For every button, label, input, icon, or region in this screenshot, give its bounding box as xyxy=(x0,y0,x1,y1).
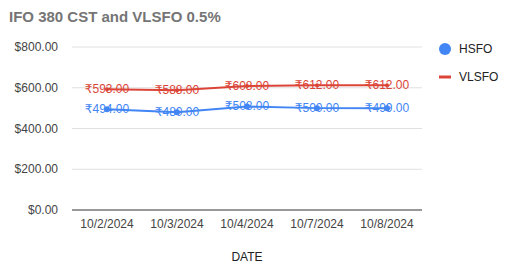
grid-line xyxy=(72,47,422,48)
data-label: ₹612.00 xyxy=(365,78,410,92)
data-label: ₹593.00 xyxy=(85,82,130,96)
x-tick-label: 10/4/2024 xyxy=(220,217,274,231)
x-axis-label: DATE xyxy=(231,250,262,264)
data-label: ₹508.00 xyxy=(225,99,270,113)
x-tick-label: 10/7/2024 xyxy=(290,217,344,231)
grid-line xyxy=(72,210,422,211)
x-tick-label: 10/3/2024 xyxy=(150,217,204,231)
legend-icon xyxy=(439,76,451,79)
data-label: ₹612.00 xyxy=(295,78,340,92)
y-tick-label: $800.00 xyxy=(15,40,59,54)
data-label: ₹500.00 xyxy=(295,101,340,115)
legend-icon xyxy=(439,43,451,55)
grid-line xyxy=(72,169,422,170)
y-tick-label: $600.00 xyxy=(15,81,59,95)
y-tick-label: $400.00 xyxy=(15,122,59,136)
y-tick-label: $0.00 xyxy=(28,203,58,217)
grid-line xyxy=(72,128,422,129)
data-label: ₹608.00 xyxy=(225,79,270,93)
chart: IFO 380 CST and VLSFO 0.5% $0.00 $200.00 $4… xyxy=(0,0,508,278)
x-tick-label: 10/2/2024 xyxy=(80,217,134,231)
data-label: ₹499.00 xyxy=(365,101,410,115)
data-label: ₹480.00 xyxy=(155,105,200,119)
y-tick-label: $200.00 xyxy=(15,162,59,176)
legend-label: VLSFO xyxy=(459,70,498,84)
data-label: ₹588.00 xyxy=(155,83,200,97)
title: IFO 380 CST and VLSFO 0.5% xyxy=(9,8,221,25)
data-label: ₹494.00 xyxy=(85,102,130,116)
legend-label: HSFO xyxy=(459,42,492,56)
x-tick-label: 10/8/2024 xyxy=(360,217,414,231)
